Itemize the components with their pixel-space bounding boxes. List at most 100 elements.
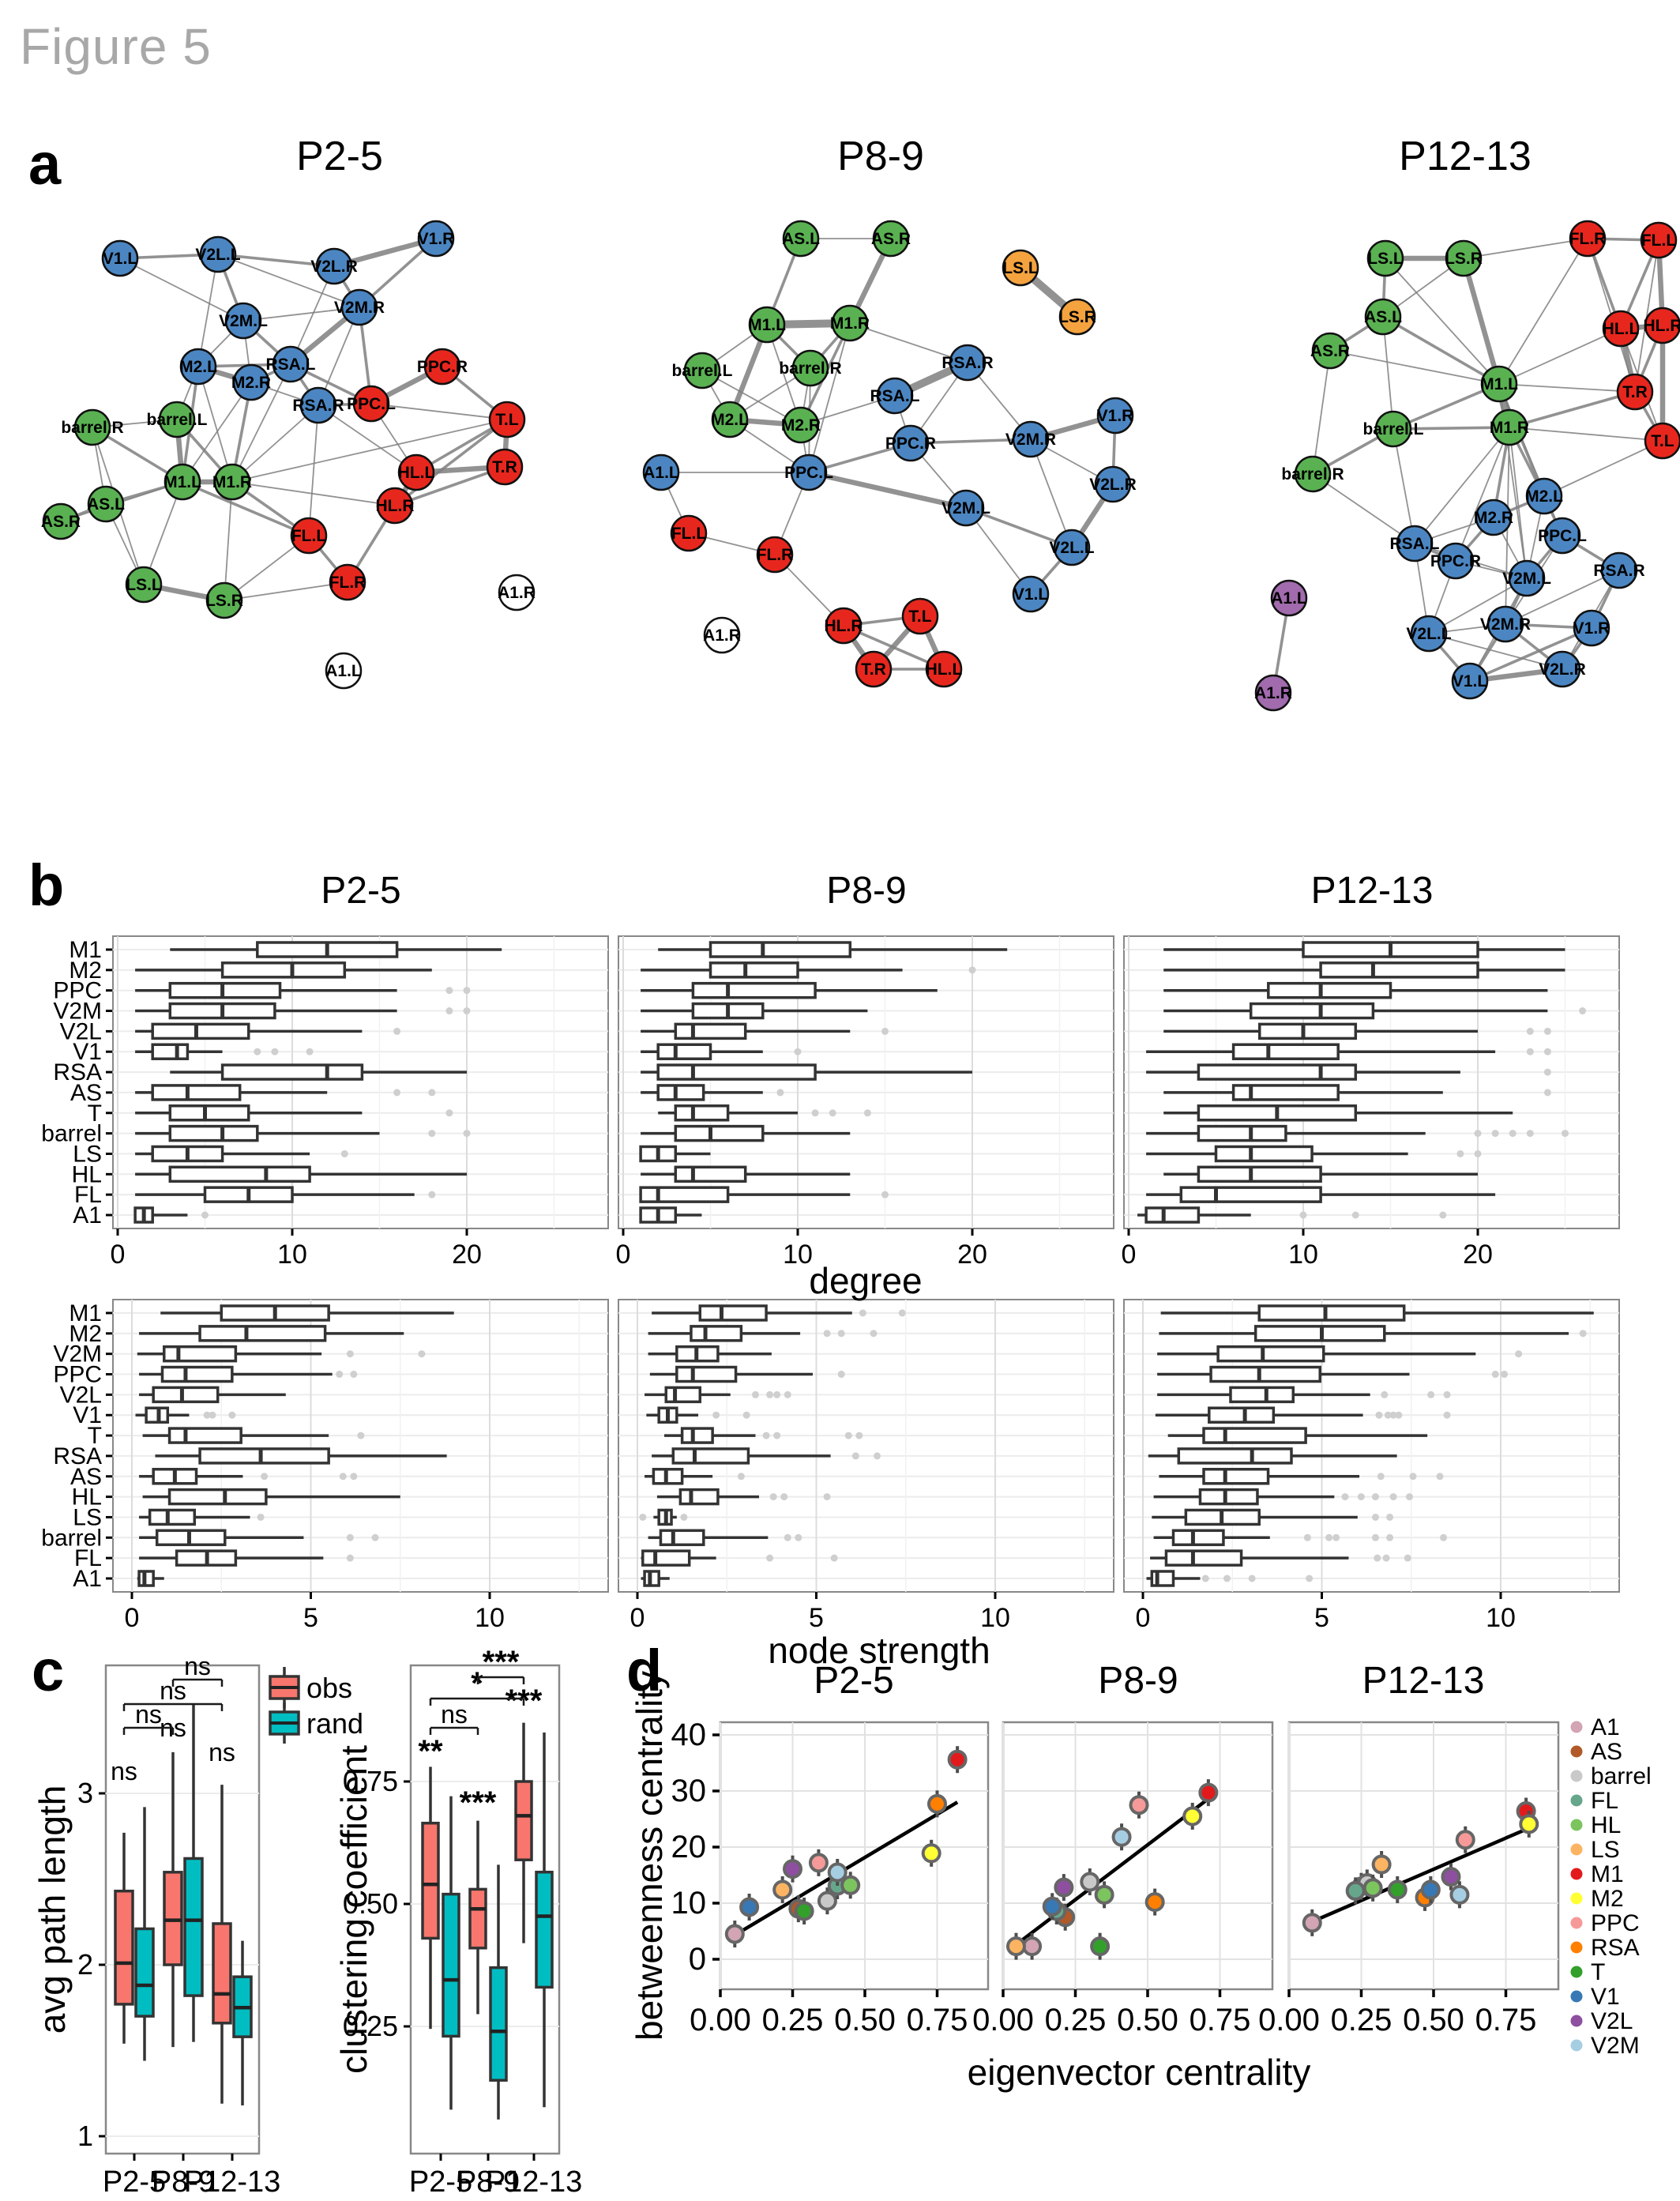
network-node-label: HL.R	[825, 617, 863, 635]
box	[1179, 1186, 1322, 1203]
boxrow-panel-P8-9: 0 10 20	[616, 935, 1114, 1270]
legend-label-V2M: V2M	[1591, 2033, 1640, 2059]
network-node-label: T.R	[861, 660, 886, 679]
scatter-point-LS	[1371, 1854, 1392, 1875]
network-node-label: barrel.R	[1281, 465, 1344, 483]
legend-label-AS: AS	[1591, 1739, 1622, 1765]
network-node-label: AS.R	[871, 230, 911, 248]
box	[220, 1063, 364, 1081]
group-label: P2-5	[409, 2165, 472, 2199]
network-node	[329, 563, 366, 601]
scatter-point-M2	[1182, 1806, 1203, 1827]
scatter-point-barrel	[1080, 1872, 1100, 1892]
scatter-point-FL	[1345, 1880, 1366, 1901]
category-label: T	[88, 1423, 102, 1449]
network-edge	[1382, 315, 1500, 386]
network-node-label: HL.R	[1644, 317, 1680, 335]
network-node-label: PPC.L	[347, 395, 396, 413]
network-node	[1525, 477, 1563, 515]
network-node	[1543, 517, 1581, 555]
outlier-point	[1375, 1411, 1383, 1419]
network-node	[1490, 408, 1528, 446]
outlier-point	[1341, 1493, 1349, 1501]
network-node	[290, 517, 328, 555]
network-node-label: RSA.R	[941, 354, 993, 372]
network-edge	[808, 322, 851, 473]
x-tick-label: 0.00	[690, 2003, 751, 2037]
network-edge	[1312, 350, 1331, 475]
scatter-point-V2L	[783, 1859, 802, 1879]
outlier-point	[1543, 1068, 1551, 1076]
outlier-point	[203, 1411, 211, 1419]
network-P2-5: V1.L V2L.L V2L.R V1.R V2M.L V2M.R M2.L RSA.LM2.…	[41, 220, 536, 690]
x-tick-label: 5	[809, 1603, 824, 1633]
network-edge	[1463, 238, 1588, 259]
network-node-label: V1.R	[418, 230, 455, 248]
outlier-point	[1543, 1048, 1551, 1055]
network-node	[205, 581, 243, 619]
network-node-label: M2.L	[179, 358, 217, 376]
network-node-label: M1.L	[748, 316, 786, 334]
outlier-point	[766, 1390, 774, 1398]
network-node	[486, 448, 524, 486]
network-edge	[182, 382, 252, 483]
box	[168, 981, 282, 999]
outlier-point	[1562, 1130, 1569, 1138]
network-node-label: T.R	[492, 458, 517, 476]
box	[1197, 1124, 1287, 1142]
outlier-point	[863, 1109, 871, 1117]
y-tick-label: 0.50	[343, 1887, 398, 1920]
boxrow-panel-P8-9: 0 5 10	[618, 1299, 1114, 1633]
network-node-label: V2L.L	[1406, 625, 1451, 643]
box	[1257, 1304, 1406, 1322]
legend-label-PPC: PPC	[1591, 1910, 1640, 1936]
boxrow-title-p12-13: P12-13	[1310, 870, 1434, 912]
network-node-label: T.L	[495, 411, 518, 429]
network-node-label: A1.R	[498, 584, 536, 602]
outlier-point	[1381, 1390, 1389, 1398]
outlier-point	[794, 1048, 802, 1055]
box	[674, 1165, 747, 1183]
box	[698, 1304, 768, 1322]
scatter-title-p12-13: P12-13	[1362, 1660, 1485, 1702]
x-tick-label: 0	[1136, 1603, 1151, 1633]
network-node-label: PPC.L	[784, 464, 833, 482]
network-edge	[1414, 427, 1510, 544]
category-label: A1	[73, 1202, 102, 1228]
panel-background	[112, 1299, 609, 1593]
box	[674, 1104, 730, 1122]
network-node	[949, 344, 987, 382]
betweenness-centrality-axis-title: betweenness centrality	[629, 1671, 670, 2041]
scatter-point-V2L	[1054, 1877, 1074, 1898]
category-label: M2	[69, 958, 102, 984]
network-node	[876, 377, 914, 415]
box	[1209, 1365, 1321, 1383]
network-P12-13: LS.L LS.R FL.R FL.L AS.L AS.R HL.L HL.R M1.L T.R b…	[1254, 220, 1680, 712]
x-tick-label: 10	[277, 1240, 307, 1270]
network-node-label: LS.R	[1058, 308, 1096, 326]
network-title-p8-9: P8-9	[837, 134, 924, 179]
network-edge	[119, 258, 244, 322]
scatter-title-p8-9: P8-9	[1098, 1660, 1178, 1702]
scatter-point-HL	[1094, 1884, 1114, 1905]
outlier-point	[1248, 1575, 1256, 1582]
panel-a-label: a	[28, 131, 62, 197]
outlier-point	[680, 1513, 688, 1521]
network-node	[325, 652, 363, 690]
network-node	[232, 363, 270, 401]
network-edge	[1455, 427, 1510, 562]
network-node	[1311, 332, 1349, 370]
legend-dot-barrel	[1570, 1770, 1583, 1782]
outlier-point	[1332, 1533, 1340, 1541]
outlier-point	[784, 1533, 791, 1541]
legend-dot-M2	[1570, 1892, 1583, 1905]
panel-background	[1287, 1721, 1560, 1991]
category-label: barrel	[41, 1525, 102, 1551]
outlier-point	[1491, 1371, 1499, 1379]
outlier-point	[339, 1473, 347, 1481]
network-node-label: A1.R	[1254, 684, 1292, 702]
network-edge	[1428, 633, 1563, 670]
network-node-label: T.R	[1622, 383, 1648, 401]
legend-label-M1: M1	[1591, 1861, 1624, 1887]
network-node-label: M2.L	[711, 411, 749, 429]
